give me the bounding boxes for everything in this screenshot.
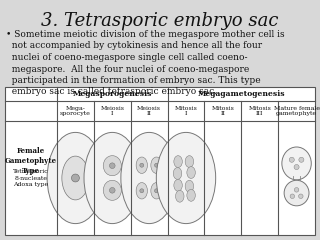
Ellipse shape xyxy=(103,180,121,200)
Ellipse shape xyxy=(185,156,194,168)
Circle shape xyxy=(294,164,299,170)
Ellipse shape xyxy=(174,179,182,191)
Text: 3. Tetrasporic embryo sac: 3. Tetrasporic embryo sac xyxy=(41,12,279,30)
Circle shape xyxy=(155,163,158,167)
Text: not accompanied by cytokinesis and hence all the four: not accompanied by cytokinesis and hence… xyxy=(6,42,262,50)
Text: Megagametogenesis: Megagametogenesis xyxy=(197,90,285,98)
Ellipse shape xyxy=(136,157,148,174)
Ellipse shape xyxy=(176,190,184,202)
Circle shape xyxy=(109,163,115,168)
Circle shape xyxy=(299,157,304,162)
Text: Female
Gametophyte
Type: Female Gametophyte Type xyxy=(5,147,57,175)
Bar xyxy=(5,87,315,235)
Text: Mega-
sporocyte: Mega- sporocyte xyxy=(60,106,91,116)
Ellipse shape xyxy=(187,167,195,179)
Text: Meiosis
I: Meiosis I xyxy=(100,106,124,116)
Text: embryo sac is called tetrasporic embryo sac.: embryo sac is called tetrasporic embryo … xyxy=(6,88,217,96)
Ellipse shape xyxy=(187,189,195,201)
Text: Mitosis
I: Mitosis I xyxy=(175,106,197,116)
Ellipse shape xyxy=(151,157,162,174)
Circle shape xyxy=(290,194,295,198)
Circle shape xyxy=(294,188,299,192)
Circle shape xyxy=(140,163,144,167)
Text: • Sometime meiotic division of the megaspore mother cell is: • Sometime meiotic division of the megas… xyxy=(6,30,284,39)
Ellipse shape xyxy=(103,156,121,176)
Ellipse shape xyxy=(185,180,194,192)
Circle shape xyxy=(289,157,294,162)
Ellipse shape xyxy=(84,132,140,224)
Text: Mature female
gametophyte: Mature female gametophyte xyxy=(274,106,320,116)
Text: Tetrasporic
8-nucleate
Adoxa type: Tetrasporic 8-nucleate Adoxa type xyxy=(13,169,49,187)
Circle shape xyxy=(299,194,303,198)
Ellipse shape xyxy=(156,132,216,224)
Text: participated in the formation of embryo sac. This type: participated in the formation of embryo … xyxy=(6,76,260,85)
Ellipse shape xyxy=(62,156,89,200)
Ellipse shape xyxy=(47,132,104,224)
Circle shape xyxy=(109,187,115,193)
Text: Mitosis
III: Mitosis III xyxy=(248,106,271,116)
Text: megaspore.  All the four nuclei of coeno-megaspore: megaspore. All the four nuclei of coeno-… xyxy=(6,65,249,73)
Ellipse shape xyxy=(136,183,148,199)
Text: nuclei of coeno-megaspore single cell called coeno-: nuclei of coeno-megaspore single cell ca… xyxy=(6,53,247,62)
Ellipse shape xyxy=(284,180,309,206)
Text: Mitosis
II: Mitosis II xyxy=(212,106,234,116)
Ellipse shape xyxy=(121,132,177,224)
Ellipse shape xyxy=(173,168,182,179)
Text: Meiosis
II: Meiosis II xyxy=(137,106,161,116)
Circle shape xyxy=(155,189,158,193)
Circle shape xyxy=(140,189,144,193)
Text: Megasporogenesis: Megasporogenesis xyxy=(73,90,152,98)
Circle shape xyxy=(71,174,79,182)
Ellipse shape xyxy=(174,156,182,168)
Ellipse shape xyxy=(151,183,162,199)
Ellipse shape xyxy=(282,147,311,180)
